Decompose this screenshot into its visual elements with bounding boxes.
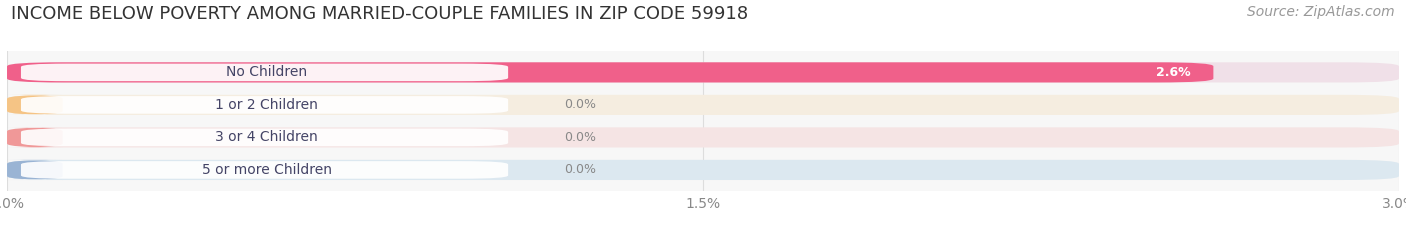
Text: 5 or more Children: 5 or more Children [202, 163, 332, 177]
Text: No Children: No Children [226, 65, 308, 79]
FancyBboxPatch shape [7, 62, 1399, 82]
Text: INCOME BELOW POVERTY AMONG MARRIED-COUPLE FAMILIES IN ZIP CODE 59918: INCOME BELOW POVERTY AMONG MARRIED-COUPL… [11, 5, 748, 23]
Text: Source: ZipAtlas.com: Source: ZipAtlas.com [1247, 5, 1395, 19]
FancyBboxPatch shape [7, 160, 1399, 180]
Text: 3 or 4 Children: 3 or 4 Children [215, 130, 318, 144]
FancyBboxPatch shape [7, 95, 63, 115]
FancyBboxPatch shape [7, 127, 63, 147]
Text: 0.0%: 0.0% [564, 163, 596, 176]
Text: 0.0%: 0.0% [564, 131, 596, 144]
FancyBboxPatch shape [21, 161, 508, 179]
FancyBboxPatch shape [7, 127, 1399, 147]
FancyBboxPatch shape [7, 95, 1399, 115]
FancyBboxPatch shape [7, 62, 1213, 82]
FancyBboxPatch shape [7, 160, 63, 180]
Text: 0.0%: 0.0% [564, 98, 596, 111]
FancyBboxPatch shape [21, 129, 508, 146]
Text: 1 or 2 Children: 1 or 2 Children [215, 98, 318, 112]
FancyBboxPatch shape [21, 96, 508, 114]
FancyBboxPatch shape [21, 64, 508, 81]
Text: 2.6%: 2.6% [1156, 66, 1191, 79]
